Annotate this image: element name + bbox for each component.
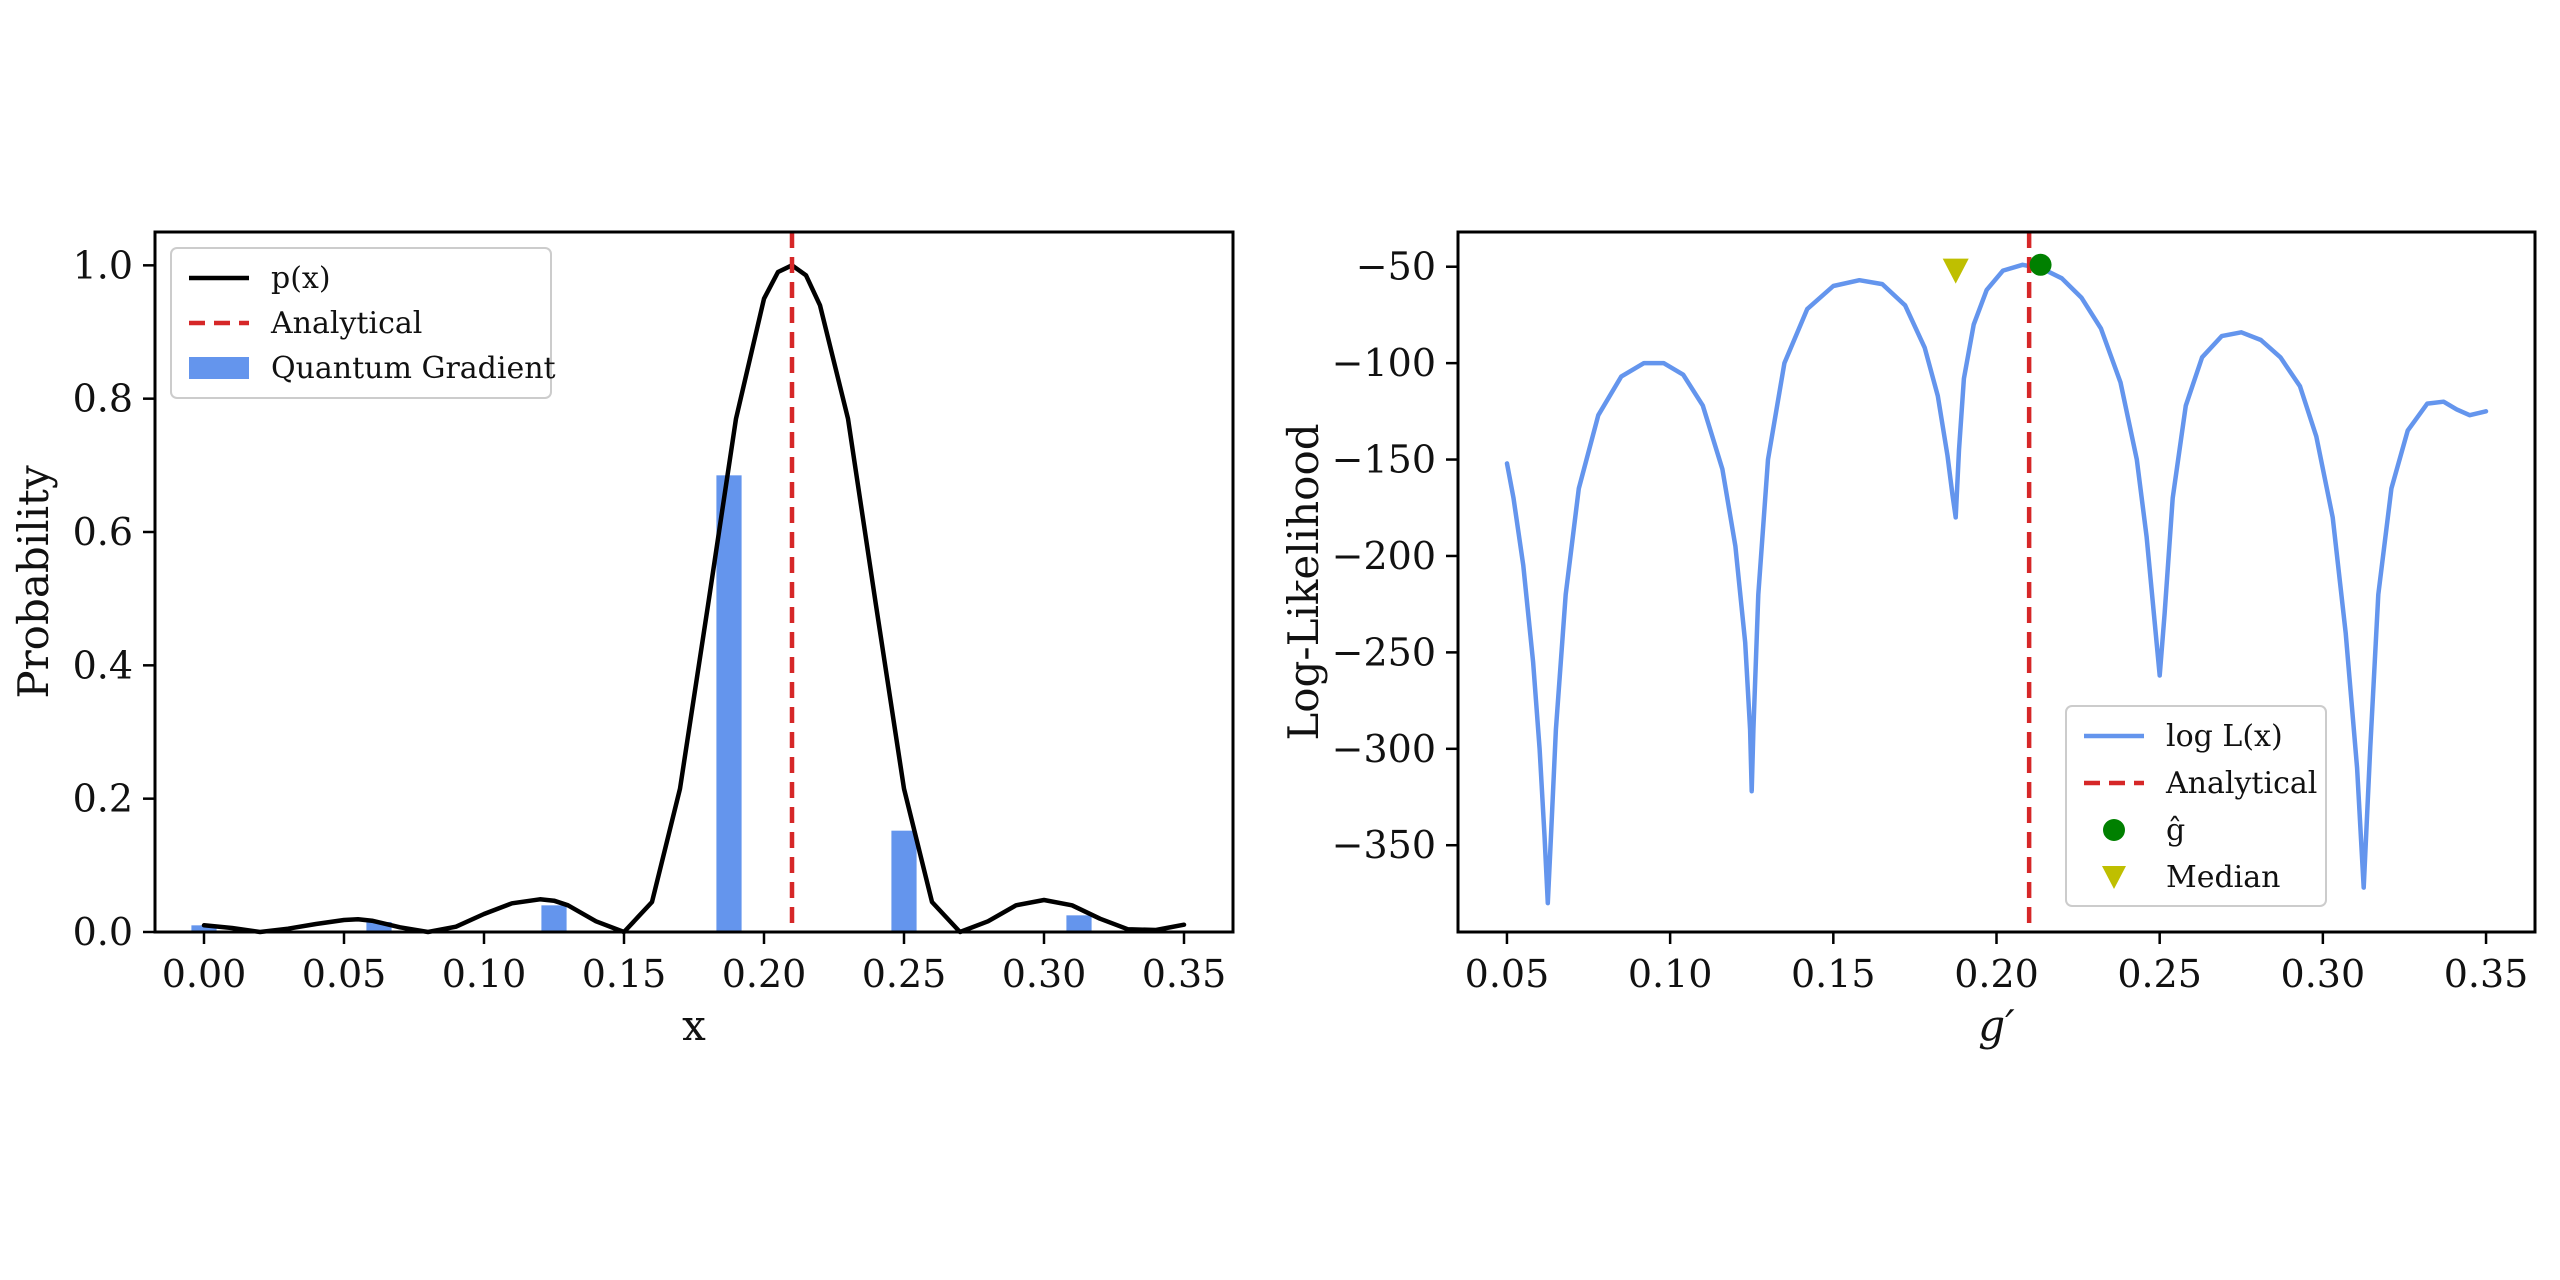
right-y-axis-label: Log-Likelihood — [1279, 423, 1328, 740]
median-marker — [1942, 258, 1969, 284]
quantum-gradient-bar — [366, 922, 392, 932]
left-y-tick-label: 0.0 — [73, 910, 133, 954]
right-y-tick-label: −250 — [1332, 630, 1436, 674]
right-legend-log-l-x-label: log L(x) — [2166, 719, 2283, 754]
quantum-gradient-bar — [716, 475, 742, 932]
g-hat-marker — [2029, 253, 2052, 276]
log-likelihood-curve — [1504, 262, 2489, 906]
left-y-tick-label: 0.6 — [73, 510, 133, 554]
probability-chart-panel: 0.00 0.05 0.10 0.15 0.20 0.25 0.30 0.35 0.0 0.2 0.… — [9, 230, 1235, 1050]
right-legend-median-handle — [2102, 866, 2126, 889]
left-x-tick-label: 0.15 — [582, 952, 667, 996]
left-y-axis-label: Probability — [9, 465, 58, 699]
left-plot-frame — [153, 230, 1235, 934]
right-x-tick-label: 0.10 — [1628, 952, 1713, 996]
left-y-tick-label: 1.0 — [73, 243, 133, 287]
right-x-tick-label: 0.15 — [1791, 952, 1876, 996]
left-x-axis-label: x — [682, 1001, 706, 1050]
left-x-tick-label: 0.00 — [162, 952, 247, 996]
left-legend-quantum-gradient-label: Quantum Gradient — [271, 351, 556, 386]
quantum-gradient-bar — [541, 905, 567, 932]
left-y-tick-label: 0.2 — [73, 777, 133, 821]
right-y-tick-label: −100 — [1332, 341, 1436, 385]
right-x-tick-label: 0.20 — [1954, 952, 2039, 996]
left-x-tick-label: 0.25 — [862, 952, 947, 996]
right-x-tick-label: 0.35 — [2444, 952, 2529, 996]
right-legend-box — [2065, 705, 2327, 907]
right-x-tick-label: 0.25 — [2117, 952, 2202, 996]
left-legend-quantum-gradient-handle — [189, 357, 249, 379]
right-legend--handle — [2103, 819, 2125, 841]
left-y-tick-label: 0.8 — [73, 377, 133, 421]
left-legend-box — [170, 247, 552, 399]
left-x-tick-label: 0.35 — [1142, 952, 1227, 996]
right-y-tick-label: −200 — [1332, 534, 1436, 578]
left-legend-p-x-label: p(x) — [271, 261, 331, 296]
right-legend--label: ĝ — [2166, 813, 2185, 848]
left-x-tick-label: 0.10 — [442, 952, 527, 996]
right-y-tick-label: −150 — [1332, 438, 1436, 482]
quantum-gradient-bar — [891, 830, 917, 932]
right-y-tick-label: −50 — [1356, 245, 1436, 289]
right-plot-frame — [1456, 230, 2537, 934]
left-legend-analytical-label: Analytical — [270, 306, 422, 341]
right-x-tick-label: 0.30 — [2281, 952, 2366, 996]
p-x-curve — [201, 263, 1187, 935]
right-legend-analytical-label: Analytical — [2165, 766, 2317, 801]
right-legend-median-label: Median — [2166, 860, 2280, 895]
right-y-tick-label: −350 — [1332, 823, 1436, 867]
quantum-gradient-bar — [1066, 915, 1092, 932]
left-y-tick-label: 0.4 — [73, 643, 133, 687]
log-likelihood-chart-panel: 0.05 0.10 0.15 0.20 0.25 0.30 0.35 −50 −100 −150 −… — [1279, 230, 2537, 1050]
left-x-tick-label: 0.20 — [722, 952, 807, 996]
right-x-axis-label: g′ — [1978, 1001, 2015, 1050]
left-x-tick-label: 0.05 — [302, 952, 387, 996]
left-x-tick-label: 0.30 — [1002, 952, 1087, 996]
right-x-tick-label: 0.05 — [1465, 952, 1550, 996]
right-y-tick-label: −300 — [1332, 727, 1436, 771]
quantum-gradient-bar — [191, 925, 217, 932]
